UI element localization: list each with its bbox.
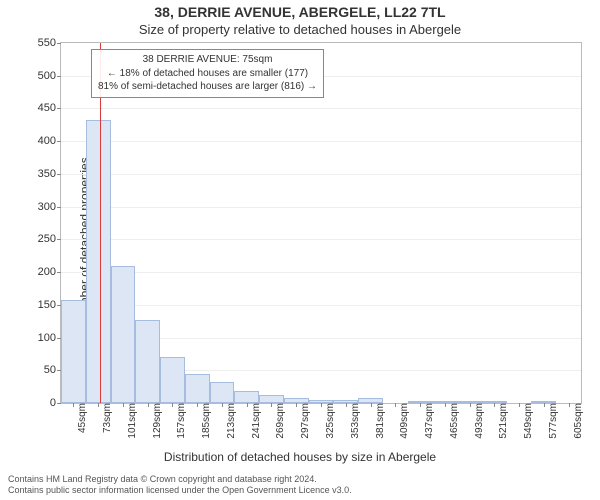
x-tick-label: 493sqm xyxy=(470,403,485,439)
y-tick-label: 450 xyxy=(38,102,61,114)
histogram-bar xyxy=(160,357,185,403)
x-tick-label: 605sqm xyxy=(569,403,584,439)
x-tick-label: 213sqm xyxy=(222,403,237,439)
x-tick-label: 241sqm xyxy=(247,403,262,439)
histogram-bar xyxy=(259,395,284,403)
grid-line xyxy=(61,207,581,208)
x-tick-label: 549sqm xyxy=(519,403,534,439)
y-tick-label: 300 xyxy=(38,201,61,213)
histogram-bar xyxy=(61,300,86,403)
y-tick-label: 500 xyxy=(38,70,61,82)
grid-line xyxy=(61,305,581,306)
x-tick-label: 465sqm xyxy=(445,403,460,439)
x-tick-label: 45sqm xyxy=(73,403,88,433)
x-tick-label: 129sqm xyxy=(148,403,163,439)
annotation-line: 38 DERRIE AVENUE: 75sqm xyxy=(98,53,317,67)
histogram-bar xyxy=(86,120,111,403)
y-tick-label: 100 xyxy=(38,332,61,344)
y-tick-label: 0 xyxy=(50,397,61,409)
annotation-line: 81% of semi-detached houses are larger (… xyxy=(98,80,317,94)
footer-text: Contains HM Land Registry data © Crown c… xyxy=(8,474,592,497)
y-tick-label: 200 xyxy=(38,266,61,278)
histogram-bar xyxy=(210,382,235,403)
chart-title: 38, DERRIE AVENUE, ABERGELE, LL22 7TL xyxy=(0,4,600,20)
y-tick-label: 350 xyxy=(38,168,61,180)
grid-line xyxy=(61,272,581,273)
grid-line xyxy=(61,141,581,142)
x-tick-label: 73sqm xyxy=(98,403,113,433)
y-tick-label: 550 xyxy=(38,37,61,49)
x-tick-label: 157sqm xyxy=(172,403,187,439)
histogram-bar xyxy=(111,266,136,403)
x-tick-label: 185sqm xyxy=(197,403,212,439)
x-tick-label: 409sqm xyxy=(395,403,410,439)
annotation-box: 38 DERRIE AVENUE: 75sqm← 18% of detached… xyxy=(91,49,324,98)
x-tick-label: 325sqm xyxy=(321,403,336,439)
y-tick-label: 250 xyxy=(38,233,61,245)
y-tick-label: 150 xyxy=(38,299,61,311)
annotation-line: ← 18% of detached houses are smaller (17… xyxy=(98,67,317,81)
histogram-bar xyxy=(185,374,210,403)
x-axis-label: Distribution of detached houses by size … xyxy=(0,450,600,464)
chart-container: 38, DERRIE AVENUE, ABERGELE, LL22 7TL Si… xyxy=(0,0,600,500)
footer-line-2: Contains public sector information licen… xyxy=(8,485,592,496)
x-tick-label: 101sqm xyxy=(123,403,138,439)
histogram-bar xyxy=(135,320,160,403)
y-tick-label: 400 xyxy=(38,135,61,147)
grid-line xyxy=(61,108,581,109)
x-tick-label: 353sqm xyxy=(346,403,361,439)
y-tick-label: 50 xyxy=(44,364,61,376)
x-tick-label: 297sqm xyxy=(296,403,311,439)
chart-subtitle: Size of property relative to detached ho… xyxy=(0,22,600,37)
grid-line xyxy=(61,174,581,175)
grid-line xyxy=(61,239,581,240)
footer-line-1: Contains HM Land Registry data © Crown c… xyxy=(8,474,592,485)
x-tick-label: 577sqm xyxy=(544,403,559,439)
x-tick-label: 437sqm xyxy=(420,403,435,439)
histogram-bar xyxy=(234,391,259,403)
x-tick-label: 381sqm xyxy=(371,403,386,439)
plot-area: 05010015020025030035040045050055045sqm73… xyxy=(60,42,582,404)
x-tick-label: 521sqm xyxy=(494,403,509,439)
x-tick-label: 269sqm xyxy=(271,403,286,439)
